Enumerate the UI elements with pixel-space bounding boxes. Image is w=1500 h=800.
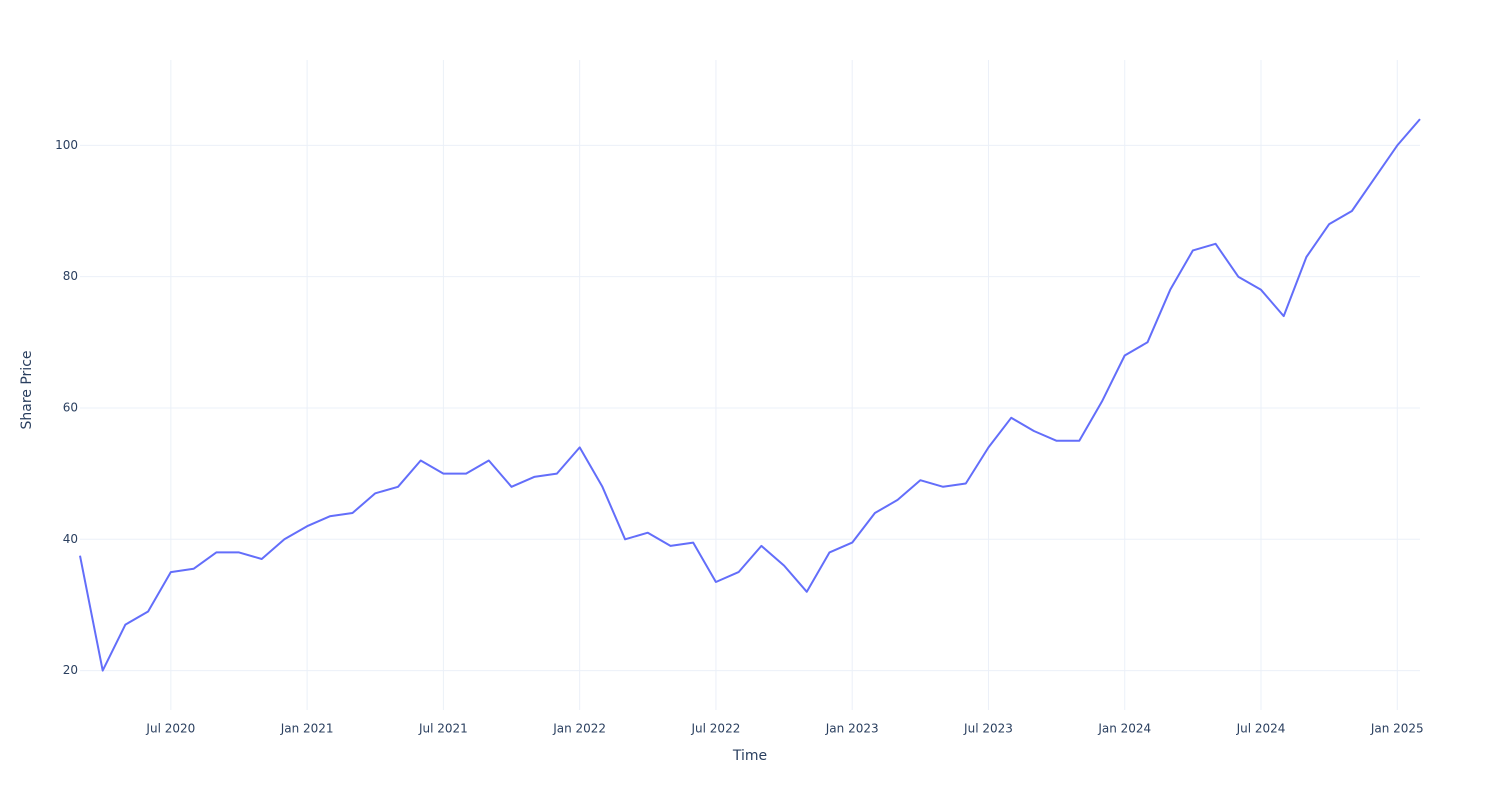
y-tick-label: 80	[63, 269, 78, 283]
x-tick-label: Jan 2023	[825, 722, 879, 736]
y-tick-label: 40	[63, 532, 78, 546]
y-tick-label: 100	[55, 138, 78, 152]
y-axis-title: Share Price	[19, 350, 35, 429]
x-axis-title: Time	[732, 748, 767, 764]
price-line	[79, 118, 1421, 672]
x-tick-label: Jul 2024	[1236, 722, 1286, 736]
x-tick-label: Jul 2022	[691, 722, 741, 736]
x-tick-label: Jul 2020	[145, 722, 195, 736]
x-tick-label: Jul 2021	[418, 722, 468, 736]
y-tick-label: 60	[63, 400, 78, 414]
x-tick-label: Jan 2024	[1097, 722, 1151, 736]
x-tick-label: Jul 2023	[963, 722, 1013, 736]
y-tick-label: 20	[63, 663, 78, 677]
x-tick-label: Jan 2022	[552, 722, 606, 736]
x-tick-label: Jan 2025	[1370, 722, 1424, 736]
x-tick-label: Jan 2021	[280, 722, 334, 736]
